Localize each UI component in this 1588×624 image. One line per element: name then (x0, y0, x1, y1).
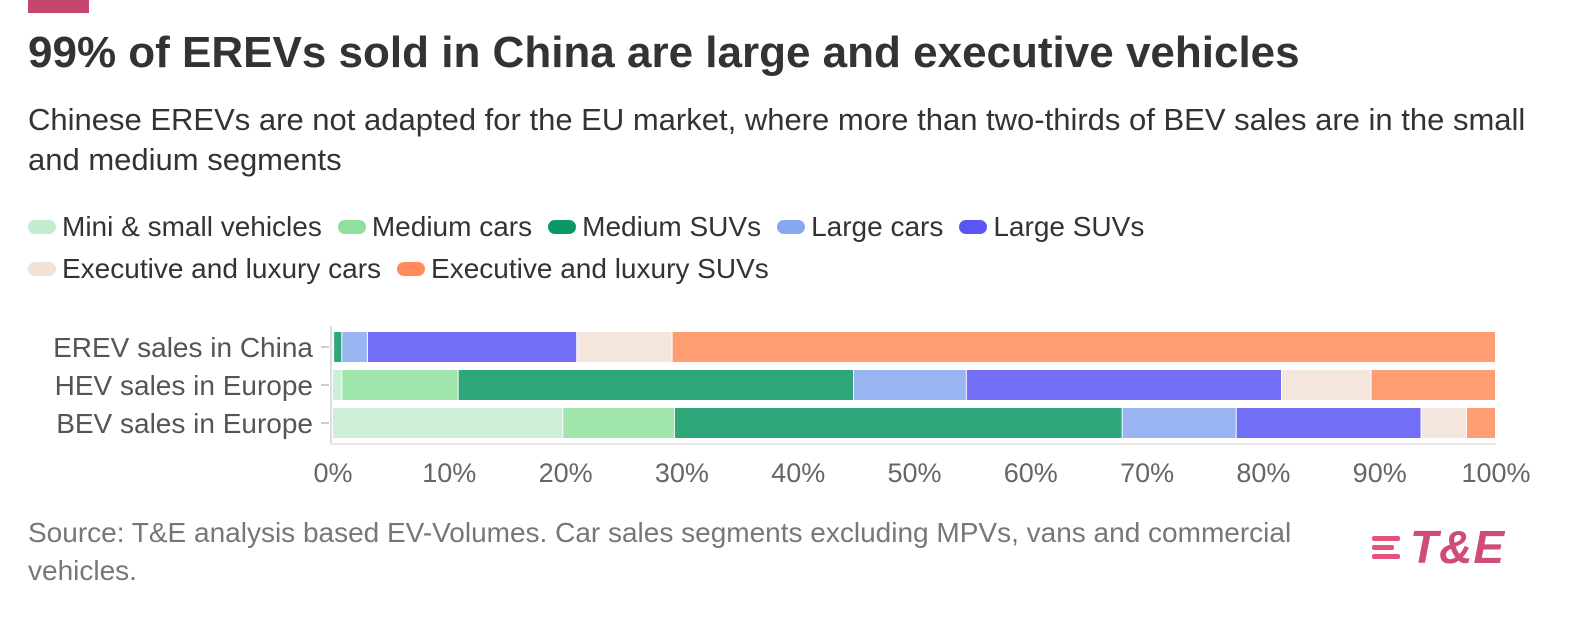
te-logo: T&E (1372, 521, 1544, 573)
bar-segment (1282, 370, 1371, 400)
legend-label: Large SUVs (993, 211, 1145, 242)
x-tick-label: 10% (422, 458, 476, 488)
legend-item-executive-cars[interactable]: Executive and luxury cars (28, 252, 381, 286)
x-tick-label: 0% (313, 458, 352, 488)
legend-item-medium-cars[interactable]: Medium cars (337, 210, 533, 244)
legend-item-executive-suvs[interactable]: Executive and luxury SUVs (397, 252, 769, 286)
legend-label: Mini & small vehicles (62, 211, 322, 242)
bar-segment (458, 370, 854, 400)
bar-segment (1371, 370, 1495, 400)
bar-segment (334, 332, 342, 362)
x-tick-label: 70% (1120, 458, 1174, 488)
bar-segment (333, 408, 563, 438)
legend-item-medium-suvs[interactable]: Medium SUVs (548, 210, 761, 244)
category-label: HEV sales in Europe (55, 370, 313, 401)
legend-label: Medium cars (371, 211, 533, 242)
accent-bar (28, 0, 89, 13)
x-tick-label: 90% (1353, 458, 1407, 488)
x-tick-label: 30% (655, 458, 709, 488)
legend-label: Executive and luxury SUVs (431, 253, 769, 284)
legend-swatch (397, 262, 426, 276)
bar-segment (1466, 408, 1495, 438)
category-label: EREV sales in China (53, 332, 313, 363)
x-tick-label: 20% (539, 458, 593, 488)
x-tick-label: 40% (771, 458, 825, 488)
legend: Mini & small vehicles Medium cars Medium… (28, 210, 1328, 286)
bar-segment (577, 332, 672, 362)
x-tick-label: 100% (1461, 458, 1530, 488)
legend-swatch (28, 220, 56, 234)
bar-segment (966, 370, 1282, 400)
logo-stripes-icon (1372, 535, 1400, 559)
bar-segment (342, 332, 367, 362)
legend-label: Large cars (811, 211, 944, 242)
x-tick-label: 60% (1004, 458, 1058, 488)
legend-swatch (28, 262, 56, 276)
legend-label: Executive and luxury cars (62, 253, 382, 284)
legend-swatch (548, 220, 577, 234)
chart-subtitle: Chinese EREVs are not adapted for the EU… (28, 102, 1526, 177)
legend-label: Medium SUVs (582, 211, 762, 242)
category-label: BEV sales in Europe (56, 408, 313, 439)
bar-segment (1236, 408, 1421, 438)
bar-segment (342, 370, 458, 400)
legend-item-large-cars[interactable]: Large cars (777, 210, 943, 244)
x-tick-label: 80% (1236, 458, 1290, 488)
source-note: Source: T&E analysis based EV-Volumes. C… (28, 517, 1292, 586)
bar-segment (1421, 408, 1466, 438)
legend-swatch (337, 220, 366, 234)
legend-swatch (959, 220, 988, 234)
stacked-bar-chart: EREV sales in China HEV sales in Europe BE… (53, 326, 1531, 488)
bar-segment (854, 370, 966, 400)
bar-segment (674, 408, 1122, 438)
legend-item-large-suvs[interactable]: Large SUVs (959, 210, 1144, 244)
chart-title: 99% of EREVs sold in China are large and… (28, 28, 1300, 77)
bar-segment (367, 332, 577, 362)
legend-item-mini-small[interactable]: Mini & small vehicles (28, 210, 322, 244)
bar-segment (1122, 408, 1236, 438)
bar-segment (672, 332, 1495, 362)
bar-segment (563, 408, 674, 438)
legend-swatch (777, 220, 806, 234)
logo-text: T&E (1410, 521, 1505, 573)
bar-segment (333, 370, 342, 400)
x-tick-label: 50% (887, 458, 941, 488)
